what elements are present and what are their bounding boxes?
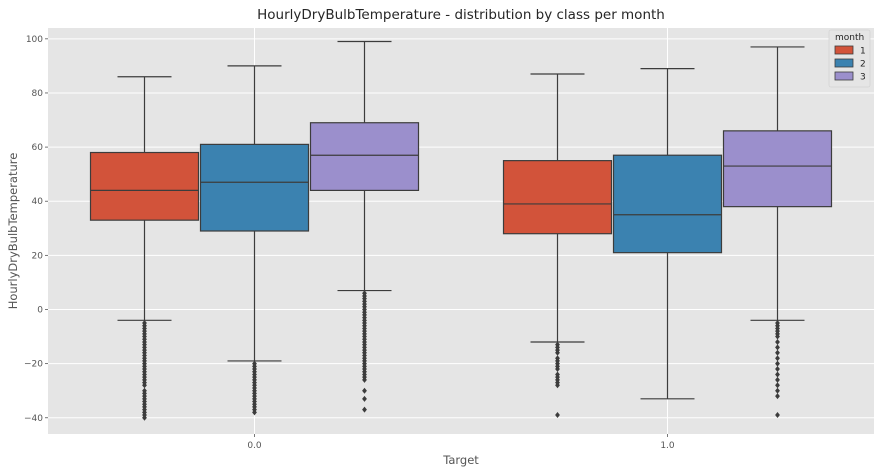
y-tick-label: 100	[26, 35, 43, 45]
outlier-point	[555, 412, 560, 419]
outlier-point	[142, 414, 147, 421]
outlier-point	[555, 349, 560, 356]
y-tick-label: 0	[37, 305, 43, 315]
iqr-box	[89, 151, 200, 221]
iqr-box	[502, 160, 613, 235]
outlier-point	[362, 406, 367, 413]
y-tick-label: −40	[24, 414, 43, 424]
y-tick-label: 20	[32, 251, 44, 261]
legend-label-month-1: 1	[860, 47, 866, 57]
outlier-point	[775, 344, 780, 351]
legend-label-month-2: 2	[860, 60, 866, 70]
box-month-2-target-1.0	[612, 67, 723, 400]
iqr-box	[309, 122, 420, 191]
plot-background	[48, 28, 874, 434]
outlier-point	[775, 355, 780, 362]
outlier-point	[775, 349, 780, 356]
box-month-1-target-1.0	[502, 73, 613, 419]
legend-swatch-month-2	[834, 58, 854, 68]
legend-label-month-3: 3	[860, 73, 866, 83]
y-tick-labels: −40 −20 0 20 40 60 80 100	[24, 35, 48, 424]
outlier-point	[775, 382, 780, 389]
outlier-point	[775, 338, 780, 345]
outlier-point	[775, 360, 780, 367]
outlier-point	[555, 366, 560, 373]
box-month-1-target-0.0	[89, 76, 200, 421]
y-tick-label: 80	[32, 89, 44, 99]
outlier-point	[362, 376, 367, 383]
box-month-3-target-0.0	[309, 40, 420, 413]
boxes-layer	[89, 40, 833, 421]
x-tick-label: 0.0	[247, 441, 262, 451]
legend: month 1 2 3	[828, 29, 871, 88]
outlier-point	[555, 382, 560, 389]
x-tick-label: 1.0	[660, 441, 675, 451]
y-tick-label: 60	[32, 143, 44, 153]
iqr-box	[612, 154, 723, 254]
chart-title: HourlyDryBulbTemperature - distribution …	[257, 7, 665, 23]
outlier-point	[775, 393, 780, 400]
legend-swatch-month-1	[834, 45, 854, 55]
outlier-point	[775, 371, 780, 378]
x-axis-label: Target	[442, 453, 479, 467]
outlier-point	[362, 387, 367, 394]
outlier-point	[775, 366, 780, 373]
legend-swatch-month-3	[834, 71, 854, 81]
iqr-box	[199, 143, 310, 232]
outlier-point	[775, 387, 780, 394]
y-tick-label: −20	[24, 360, 43, 370]
box-month-3-target-1.0	[722, 46, 833, 419]
iqr-box	[722, 130, 833, 208]
outlier-point	[362, 395, 367, 402]
y-axis-label: HourlyDryBulbTemperature	[6, 153, 20, 310]
outlier-point	[775, 412, 780, 419]
box-month-2-target-0.0	[199, 65, 310, 416]
outlier-point	[775, 376, 780, 383]
outlier-point	[252, 409, 257, 416]
legend-title: month	[835, 33, 864, 43]
outlier-point	[775, 333, 780, 340]
x-tick-labels: 0.0 1.0	[247, 434, 675, 451]
outlier-point	[142, 382, 147, 389]
y-tick-label: 40	[32, 197, 44, 207]
